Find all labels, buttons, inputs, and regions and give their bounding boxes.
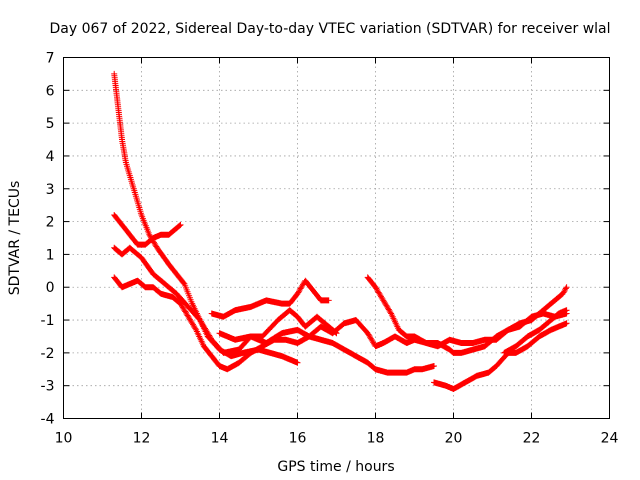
grid-lines	[63, 57, 610, 419]
y-tick-label: 1	[46, 247, 55, 263]
plot-frame	[63, 57, 610, 419]
series-track-3	[111, 244, 340, 356]
data-series	[111, 70, 570, 392]
series-markers	[208, 277, 332, 320]
x-axis-label: GPS time / hours	[277, 459, 394, 475]
x-tick-label: 22	[523, 431, 541, 447]
y-tick-label: 3	[46, 182, 55, 198]
x-tick-label: 12	[133, 431, 151, 447]
x-tick-label: 16	[289, 431, 307, 447]
series-markers	[364, 274, 570, 356]
y-tick-label: -2	[41, 346, 55, 362]
x-tick-label: 24	[601, 431, 619, 447]
series-markers	[111, 70, 301, 366]
series-markers	[111, 274, 437, 376]
y-tick-label: 0	[46, 280, 55, 296]
x-tick-label: 20	[445, 431, 463, 447]
series-track-1	[111, 70, 301, 366]
y-axis-label: SDTVAR / TECUs	[7, 181, 23, 296]
x-tick-label: 14	[211, 431, 229, 447]
y-tick-label: -1	[41, 313, 55, 329]
series-track-2	[111, 212, 184, 248]
series-markers	[111, 244, 340, 356]
series-markers	[431, 320, 570, 392]
y-tick-label: 4	[46, 149, 55, 165]
series-track-9	[501, 307, 570, 356]
series-track-8	[431, 320, 570, 392]
y-tick-label: 2	[46, 215, 55, 231]
y-tick-label: 7	[46, 51, 55, 67]
y-tick-label: 5	[46, 116, 55, 132]
series-track-7	[364, 274, 570, 356]
series-markers	[501, 307, 570, 356]
y-tick-label: 6	[46, 83, 55, 99]
series-track-5	[208, 277, 332, 320]
chart-title: Day 067 of 2022, Sidereal Day-to-day VTE…	[49, 21, 610, 37]
x-tick-label: 18	[367, 431, 385, 447]
series-track-4	[111, 274, 437, 376]
series-markers	[111, 212, 184, 248]
y-tick-label: -3	[41, 379, 55, 395]
x-tick-label: 10	[55, 431, 73, 447]
y-tick-label: -4	[41, 412, 55, 428]
